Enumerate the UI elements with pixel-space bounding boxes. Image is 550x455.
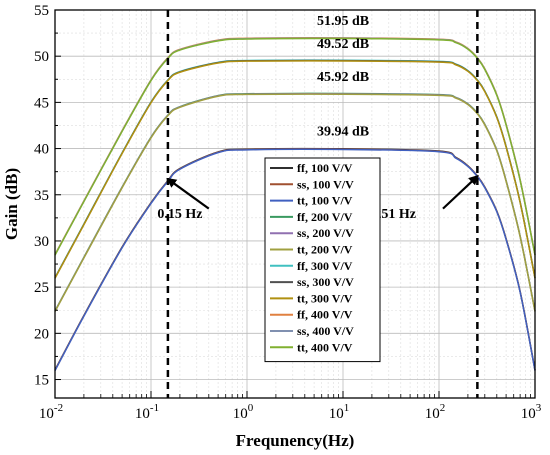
axes: 15 20 25 30 35 40 45 50 55 10-2 10-1 100 101 102 103 (34, 3, 542, 422)
legend-entry: tt, 200 V/V (297, 243, 353, 257)
annotation-label: 0.15 Hz (157, 207, 202, 222)
y-tick-label: 35 (34, 188, 49, 204)
cutoff-markers (166, 10, 479, 398)
plot-frame (54, 9, 536, 399)
annotation-arrow (166, 177, 210, 210)
legend-entry: ss, 400 V/V (297, 324, 354, 338)
y-tick-label: 55 (34, 3, 49, 19)
annotation-label: 49.52 dB (317, 37, 369, 52)
annotation-label: 51.95 dB (317, 14, 369, 29)
y-tick-label: 30 (34, 234, 49, 250)
series-line (54, 148, 536, 371)
y-tick-label: 20 (34, 326, 49, 342)
legend-entry: tt, 300 V/V (297, 291, 353, 305)
legend-entry: tt, 100 V/V (297, 194, 353, 208)
annotations: 51.95 dB 49.52 dB 45.92 dB 39.94 dB 0.15 Hz 2… (157, 14, 479, 222)
y-tick-label: 25 (34, 280, 49, 296)
series-line (54, 60, 536, 279)
y-tick-label: 15 (34, 373, 49, 389)
legend-entry: ff, 300 V/V (297, 259, 353, 273)
legend-box (264, 157, 381, 363)
annotation-label: 39.94 dB (317, 125, 369, 140)
legend-entry: ff, 400 V/V (297, 308, 353, 322)
annotation-label: 45.92 dB (317, 70, 369, 85)
x-tick-label: 101 (329, 402, 350, 422)
y-tick-label: 40 (34, 142, 49, 158)
legend-entry: ss, 200 V/V (297, 226, 354, 240)
legend-entry: ss, 100 V/V (297, 177, 354, 191)
x-tick-label: 10-1 (135, 402, 159, 422)
x-tick-label: 103 (521, 402, 542, 422)
x-tick-label: 100 (233, 402, 254, 422)
y-tick-label: 45 (34, 95, 49, 111)
legend-entry: ff, 200 V/V (297, 210, 353, 224)
series-curves (54, 37, 536, 371)
legend-entry: ss, 300 V/V (297, 275, 354, 289)
legend: ff, 100 V/V ss, 100 V/V tt, 100 V/V ff, 200… (264, 157, 381, 363)
legend-entry: tt, 400 V/V (297, 340, 353, 354)
series-line (54, 93, 536, 312)
y-axis-title: Gain (dB) (2, 168, 21, 240)
legend-entry: ff, 100 V/V (297, 161, 353, 175)
series-line (54, 37, 536, 256)
x-axis-title: Frequnency(Hz) (236, 431, 355, 450)
x-tick-label: 102 (425, 402, 446, 422)
annotation-label: 251 Hz (374, 207, 416, 222)
y-tick-label: 50 (34, 49, 49, 65)
annotation-arrow (442, 174, 479, 210)
x-tick-label: 10-2 (39, 402, 63, 422)
